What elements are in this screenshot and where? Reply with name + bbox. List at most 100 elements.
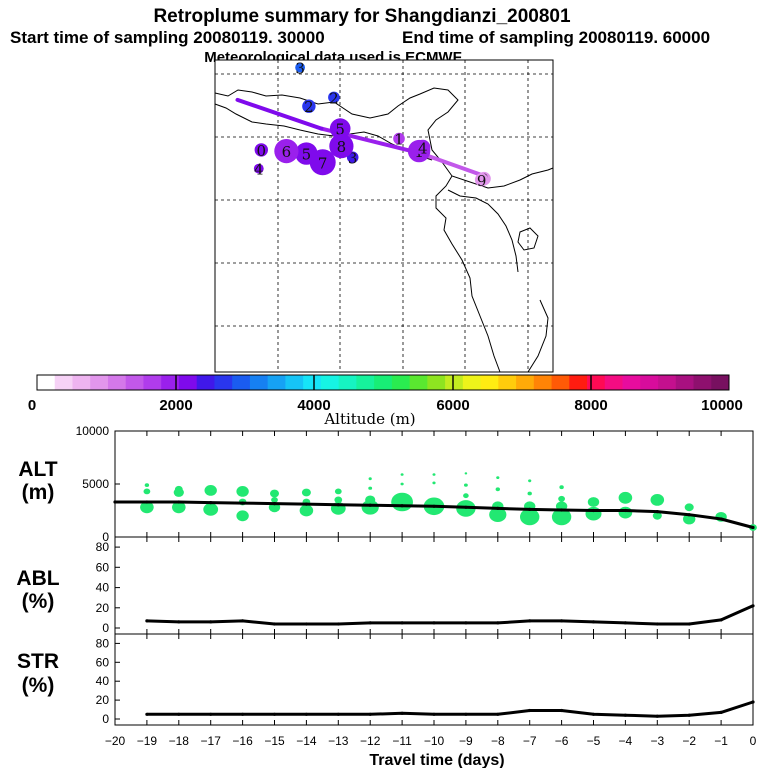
series-point xyxy=(336,622,340,626)
colorbar-cell xyxy=(214,375,233,390)
altitude-spread-dot xyxy=(652,511,662,520)
altitude-spread-dot xyxy=(559,485,564,490)
series-line xyxy=(146,604,754,626)
x-tick-label: −3 xyxy=(650,734,664,748)
series-point xyxy=(113,500,117,504)
cluster-label: 5 xyxy=(335,121,345,139)
str-axis-label: STR xyxy=(17,650,59,673)
alt-axis-label: ALT xyxy=(18,458,57,481)
altitude-spread-dot xyxy=(463,493,469,499)
colorbar-cell xyxy=(569,375,588,390)
series-point xyxy=(496,712,500,716)
colorbar-cell xyxy=(303,375,322,390)
altitude-spread-dot xyxy=(391,492,413,512)
series-point xyxy=(591,620,596,624)
series-point xyxy=(304,712,308,716)
series-point xyxy=(623,713,628,717)
altitude-spread-dot xyxy=(496,476,500,479)
series-point xyxy=(272,712,277,716)
map-frame xyxy=(214,59,554,373)
x-tick-label: −4 xyxy=(619,734,633,748)
altitude-spread-dot xyxy=(520,508,540,526)
altitude-spread-dot xyxy=(464,483,468,487)
colorbar-cell xyxy=(267,375,286,390)
x-tick-label: −10 xyxy=(424,734,445,748)
altitude-spread-dot xyxy=(236,486,249,497)
series-point xyxy=(751,700,755,704)
colorbar-label: Altitude (m) xyxy=(323,410,415,428)
y-tick-label: 0 xyxy=(102,621,109,635)
x-tick-label: −7 xyxy=(523,734,537,748)
colorbar-cell xyxy=(409,375,428,390)
colorbar-cell xyxy=(516,375,535,390)
x-tick-label: −12 xyxy=(360,734,381,748)
series-point xyxy=(336,712,340,716)
plume-cluster xyxy=(329,134,354,159)
altitude-spread-dot xyxy=(301,488,311,497)
series-point xyxy=(145,619,149,623)
altitude-spread-dot xyxy=(587,497,600,507)
series-point xyxy=(304,502,308,506)
colorbar-cell xyxy=(391,375,411,390)
altitude-spread-dot xyxy=(400,473,404,476)
cluster-label: 2 xyxy=(329,89,339,107)
main-title: Retroplume summary for Shangdianzi_20080… xyxy=(153,6,571,27)
series-point xyxy=(336,503,340,507)
series-point xyxy=(464,712,468,716)
series-point xyxy=(177,620,181,624)
altitude-spread-dot xyxy=(528,479,532,483)
y-tick-label: 10000 xyxy=(76,424,110,438)
x-tick-label: −8 xyxy=(491,734,505,748)
y-tick-label: 80 xyxy=(96,636,110,650)
series-point xyxy=(655,510,659,514)
colorbar-cell xyxy=(604,375,623,390)
altitude-spread-dot xyxy=(270,489,279,498)
plume-cluster xyxy=(328,91,340,104)
plume-cluster xyxy=(415,139,431,155)
colorbar-cell xyxy=(675,375,694,390)
series-point xyxy=(655,622,659,626)
map-plume-layer: 0112233445567890 xyxy=(235,60,491,190)
str-panel-frame xyxy=(114,633,754,726)
colorbar-cell xyxy=(498,375,517,390)
cluster-label: 9 xyxy=(477,172,487,190)
cluster-label: 2 xyxy=(304,98,314,116)
series-point xyxy=(687,513,691,517)
series-point xyxy=(687,713,691,717)
plume-cluster xyxy=(393,132,405,145)
colorbar-frame xyxy=(36,374,730,391)
altitude-spread-dot xyxy=(140,501,154,514)
colorbar-cell xyxy=(374,375,393,390)
plume-cluster xyxy=(274,139,299,164)
cluster-label: 3 xyxy=(295,60,305,78)
y-tick-label: 60 xyxy=(96,655,110,669)
altitude-spread-dot xyxy=(368,477,372,481)
colorbar-tick-2000: 2000 xyxy=(159,397,192,414)
series-point xyxy=(177,500,181,504)
cluster-label: 5 xyxy=(302,146,312,164)
x-tick-label: −18 xyxy=(169,734,190,748)
trajectory-segment xyxy=(419,151,490,180)
plume-cluster xyxy=(309,149,336,176)
cluster-label: 8 xyxy=(337,138,347,156)
x-tick-label: −13 xyxy=(328,734,349,748)
x-tick-label: −14 xyxy=(296,734,317,748)
altitude-spread-dot xyxy=(464,472,468,475)
colorbar-tick-4000: 4000 xyxy=(297,397,330,414)
series-point xyxy=(464,621,468,625)
altitude-spread-dot xyxy=(334,488,342,495)
series-point xyxy=(560,708,564,713)
series-point xyxy=(209,712,213,716)
series-point xyxy=(560,619,564,623)
altitude-spread-dot xyxy=(684,503,694,512)
colorbar-cell xyxy=(711,375,730,390)
cluster-label: 0 xyxy=(257,142,267,160)
trajectory-segment xyxy=(235,97,324,131)
altitude-spread-dot xyxy=(432,481,436,485)
colorbar-cell xyxy=(178,375,198,390)
colorbar-cell xyxy=(445,375,464,390)
x-tick-label: −11 xyxy=(392,734,412,748)
colorbar-cell xyxy=(249,375,269,390)
colorbar-cell xyxy=(285,375,304,390)
